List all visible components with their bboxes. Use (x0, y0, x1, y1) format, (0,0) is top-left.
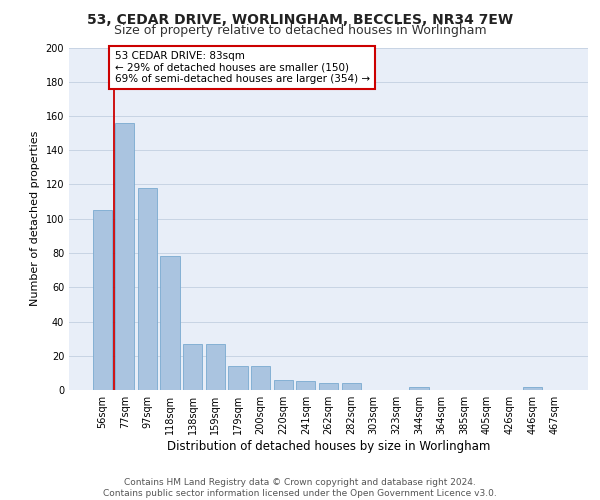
Bar (206, 344, 225, 390)
Bar (183, 344, 202, 390)
Bar (138, 188, 157, 390)
Y-axis label: Number of detached properties: Number of detached properties (30, 131, 40, 306)
Bar (296, 382, 316, 390)
Text: 53, CEDAR DRIVE, WORLINGHAM, BECCLES, NR34 7EW: 53, CEDAR DRIVE, WORLINGHAM, BECCLES, NR… (87, 12, 513, 26)
X-axis label: Distribution of detached houses by size in Worlingham: Distribution of detached houses by size … (167, 440, 490, 453)
Bar (319, 383, 338, 390)
Bar (341, 383, 361, 390)
Bar (523, 386, 542, 390)
Bar (274, 380, 293, 390)
Bar (160, 256, 180, 390)
Bar (115, 123, 134, 390)
Bar (251, 366, 270, 390)
Bar (92, 210, 112, 390)
Bar (229, 366, 248, 390)
Text: Contains HM Land Registry data © Crown copyright and database right 2024.
Contai: Contains HM Land Registry data © Crown c… (103, 478, 497, 498)
Text: 53 CEDAR DRIVE: 83sqm
← 29% of detached houses are smaller (150)
69% of semi-det: 53 CEDAR DRIVE: 83sqm ← 29% of detached … (115, 51, 370, 84)
Text: Size of property relative to detached houses in Worlingham: Size of property relative to detached ho… (113, 24, 487, 37)
Bar (409, 386, 428, 390)
